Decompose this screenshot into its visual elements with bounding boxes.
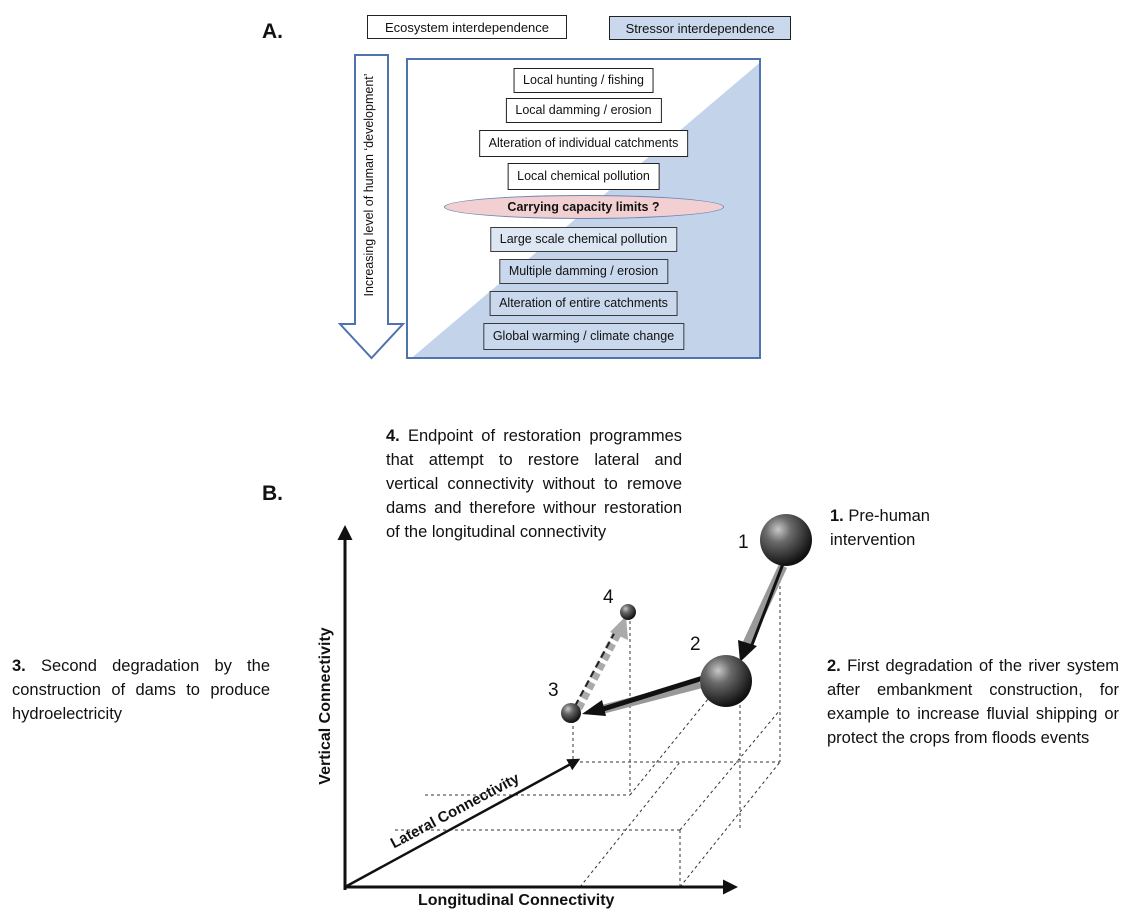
stressor-large-scale-chemical-pollution: Large scale chemical pollution — [489, 227, 678, 252]
stressor-local-hunting-fishing: Local hunting / fishing — [513, 68, 654, 93]
point-2-sphere — [700, 655, 752, 707]
stressor-local-damming-erosion: Local damming / erosion — [505, 98, 662, 123]
stressor-multiple-damming-erosion: Multiple damming / erosion — [498, 259, 669, 284]
arrow-1-to-2 — [738, 555, 788, 662]
note-4: 4. Endpoint of restoration programmes th… — [386, 424, 682, 544]
stressor-alteration-individual-catchments: Alteration of individual catchments — [478, 130, 689, 157]
note-1-text: Pre-human intervention — [830, 507, 930, 549]
note-2-number: 2. — [827, 657, 841, 675]
note-3-number: 3. — [12, 657, 26, 675]
stressor-local-chemical-pollution: Local chemical pollution — [507, 163, 660, 190]
stressor-panel: Local hunting / fishing Local damming / … — [406, 58, 761, 359]
panel-a-label: A. — [262, 20, 283, 43]
point-3-label: 3 — [548, 680, 559, 701]
point-3-sphere — [561, 703, 581, 723]
note-1: 1. Pre-human intervention — [830, 504, 970, 552]
note-3-text: Second degradation by the construction o… — [12, 657, 270, 723]
carrying-capacity-ellipse: Carrying capacity limits ? — [443, 195, 724, 219]
stressor-alteration-entire-catchments: Alteration of entire catchments — [489, 291, 678, 316]
development-arrow-icon — [337, 54, 406, 360]
note-1-number: 1. — [830, 507, 844, 525]
note-4-text: Endpoint of restoration programmes that … — [386, 427, 682, 541]
point-1-sphere — [760, 514, 812, 566]
panel-b-label: B. — [262, 482, 283, 505]
point-2-label: 2 — [690, 634, 701, 655]
longitudinal-axis-label: Longitudinal Connectivity — [418, 892, 615, 909]
legend-ecosystem-interdependence: Ecosystem interdependence — [367, 15, 567, 39]
note-2: 2. First degradation of the river system… — [827, 654, 1119, 750]
lateral-axis — [344, 758, 581, 889]
stressor-global-warming-climate-change: Global warming / climate change — [482, 323, 685, 350]
dashed-guide-lines — [395, 580, 781, 888]
vertical-axis-label: Vertical Connectivity — [317, 627, 334, 785]
point-1-label: 1 — [738, 532, 749, 553]
note-3: 3. Second degradation by the constructio… — [12, 654, 270, 726]
arrow-2-to-3 — [582, 675, 704, 716]
arrow-3-to-4 — [574, 616, 628, 711]
note-4-number: 4. — [386, 427, 400, 445]
legend-stressor-interdependence: Stressor interdependence — [609, 16, 791, 40]
note-2-text: First degradation of the river system af… — [827, 657, 1119, 747]
point-4-sphere — [620, 604, 636, 620]
point-4-label: 4 — [603, 587, 614, 608]
